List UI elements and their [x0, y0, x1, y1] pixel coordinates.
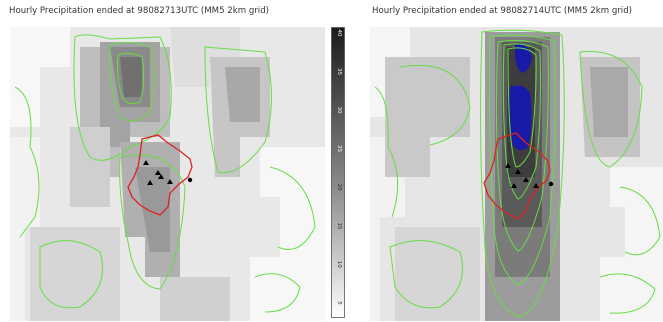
right-panel-title: Hourly Precipitation ended at 98082714UT…: [372, 6, 633, 16]
station-marker-icon: [143, 160, 149, 165]
colorbar-tick-label: 20: [336, 184, 342, 191]
station-marker-icon: [511, 183, 517, 188]
station-marker-icon: [515, 169, 521, 174]
station-marker-icon: [158, 174, 164, 179]
colorbar-ticks: 40 35 30 25 20 15 10 5: [336, 30, 342, 306]
station-marker-icon: [548, 181, 554, 187]
colorbar-tick-label: 30: [336, 107, 342, 114]
stations: [143, 160, 193, 185]
colorbar-tick-label: 5: [336, 301, 342, 305]
station-marker-icon: [155, 170, 161, 175]
precip-field: [10, 27, 325, 321]
left-panel-title: Hourly Precipitation ended at 98082713UT…: [9, 6, 270, 16]
colorbar-tick-label: 15: [336, 222, 342, 229]
colorbar-tick-label: 25: [336, 145, 342, 152]
precip-colorbar: 40 35 30 25 20 15 10 5: [331, 27, 345, 318]
stations: [505, 163, 554, 188]
station-marker-icon: [167, 179, 173, 184]
left-precip-map: [10, 27, 325, 321]
colorbar-tick-label: 35: [336, 68, 342, 75]
station-marker-icon: [147, 180, 153, 185]
station-marker-icon: [523, 177, 529, 182]
right-precip-map: [370, 27, 663, 321]
station-marker-icon: [533, 183, 539, 188]
precip-contours: [374, 29, 661, 318]
colorbar-tick-label: 40: [336, 30, 342, 37]
colorbar-tick-label: 10: [336, 261, 342, 268]
boundary-contour: [483, 132, 551, 220]
station-marker-icon: [187, 177, 193, 183]
boundary-contour: [127, 134, 193, 216]
station-marker-icon: [505, 163, 511, 168]
